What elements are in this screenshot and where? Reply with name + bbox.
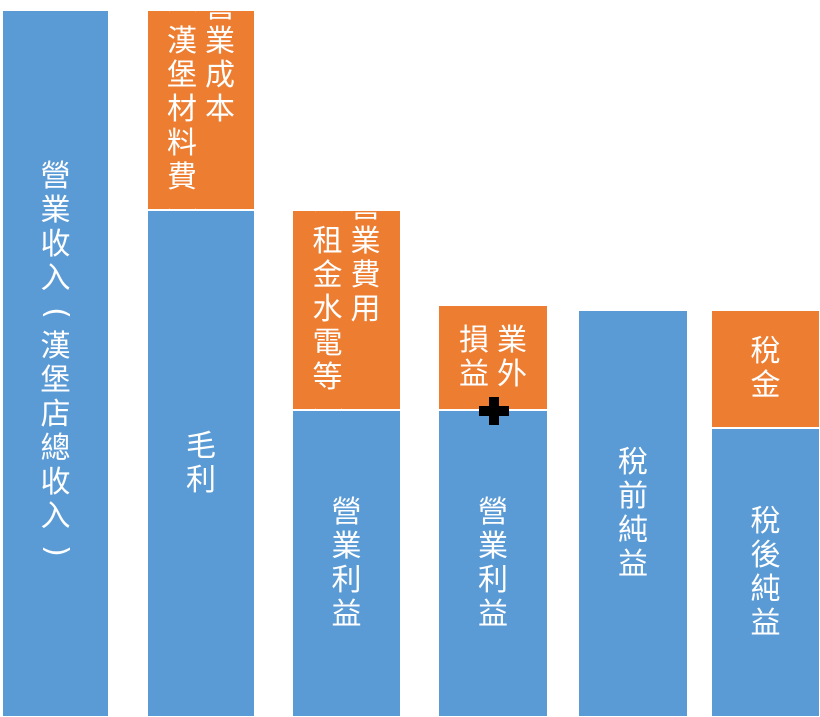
aftertax-profit-block: 稅後純益 (711, 428, 820, 717)
operating-profit-label-2: 營業利益 (478, 494, 508, 632)
non-operating-label-col2: 損益 (459, 322, 489, 392)
non-operating-label-col1: 業外 (497, 322, 527, 392)
gross-profit-block: 毛利 (147, 210, 255, 717)
gross-profit-label: 毛利 (186, 428, 216, 498)
plus-icon (479, 397, 509, 425)
tax-label: 稅金 (750, 334, 781, 403)
pretax-profit-block: 稅前純益 (578, 310, 688, 717)
operating-expense-label-col1: 營業費用 (350, 211, 381, 327)
operating-cost-label-col1: 營業成本 (205, 11, 235, 127)
operating-profit-block: 營業利益 (292, 410, 401, 717)
pretax-profit-label: 稅前純益 (618, 444, 648, 582)
aftertax-profit-label: 稅後純益 (750, 503, 781, 641)
non-operating-block: 業外 損益 (438, 305, 548, 410)
tax-block: 稅金 (711, 310, 820, 428)
revenue-block: 營業收入(漢堡店總收入) (2, 10, 109, 717)
operating-profit-label: 營業利益 (331, 494, 362, 632)
revenue-label: 營業收入(漢堡店總收入) (38, 158, 74, 557)
non-operating-label: 業外 損益 (459, 322, 527, 392)
operating-profit-block-2: 營業利益 (438, 410, 548, 717)
